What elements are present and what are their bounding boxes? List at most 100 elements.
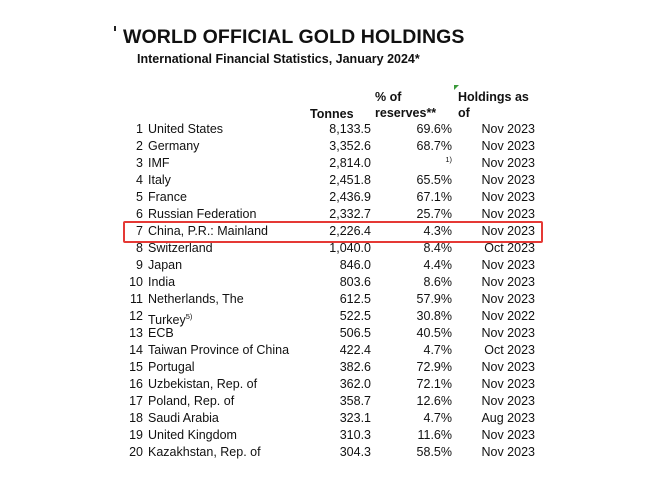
row-date: Nov 2023 bbox=[481, 377, 535, 391]
row-country: Switzerland bbox=[148, 241, 213, 255]
comment-flag-icon bbox=[454, 85, 459, 90]
table-row: 20 Kazakhstan, Rep. of 304.3 58.5% Nov 2023 bbox=[0, 444, 657, 461]
row-tonnes: 2,451.8 bbox=[329, 173, 371, 187]
row-tonnes: 803.6 bbox=[339, 275, 371, 289]
row-tonnes: 422.4 bbox=[339, 343, 371, 357]
row-date: Nov 2023 bbox=[481, 275, 535, 289]
row-country: Poland, Rep. of bbox=[148, 394, 235, 408]
row-rank: 17 bbox=[129, 394, 143, 408]
row-country: United Kingdom bbox=[148, 428, 237, 442]
row-tonnes: 8,133.5 bbox=[329, 122, 371, 136]
table-row: 4 Italy 2,451.8 65.5% Nov 2023 bbox=[0, 172, 657, 189]
header-reserves-line2: reserves** bbox=[375, 106, 437, 120]
header-tonnes: Tonnes bbox=[310, 107, 354, 121]
row-date: Nov 2023 bbox=[481, 360, 535, 374]
table-row: 19 United Kingdom 310.3 11.6% Nov 2023 bbox=[0, 427, 657, 444]
header-holdings-line1: Holdings as bbox=[458, 90, 529, 104]
row-tonnes: 846.0 bbox=[339, 258, 371, 272]
row-country: IMF bbox=[148, 156, 170, 170]
row-reserves: 1) bbox=[445, 155, 452, 164]
row-tonnes: 2,436.9 bbox=[329, 190, 371, 204]
row-rank: 6 bbox=[136, 207, 143, 221]
table-row: 13 ECB 506.5 40.5% Nov 2023 bbox=[0, 325, 657, 342]
table-row: 6 Russian Federation 2,332.7 25.7% Nov 2023 bbox=[0, 206, 657, 223]
row-tonnes: 612.5 bbox=[339, 292, 371, 306]
row-reserves: 4.4% bbox=[423, 258, 453, 272]
header-reserves-line1: % of bbox=[375, 90, 402, 104]
row-country: France bbox=[148, 190, 187, 204]
row-country: India bbox=[148, 275, 176, 289]
row-rank: 19 bbox=[129, 428, 143, 442]
row-rank: 11 bbox=[130, 292, 143, 306]
row-tonnes: 362.0 bbox=[339, 377, 371, 391]
footnote-marker: 5) bbox=[185, 312, 193, 321]
table-row: 14 Taiwan Province of China 422.4 4.7% Oct 2… bbox=[0, 342, 657, 359]
row-date: Nov 2023 bbox=[481, 173, 535, 187]
row-date: Nov 2023 bbox=[481, 394, 535, 408]
row-tonnes: 323.1 bbox=[339, 411, 371, 425]
row-date: Nov 2023 bbox=[481, 122, 535, 136]
corner-tick-mark bbox=[114, 26, 116, 31]
row-tonnes: 2,814.0 bbox=[329, 156, 371, 170]
table-row: 7 China, P.R.: Mainland 2,226.4 4.3% Nov 202… bbox=[0, 223, 657, 240]
row-rank: 9 bbox=[136, 258, 143, 272]
row-date: Oct 2023 bbox=[484, 241, 535, 255]
table-row: 17 Poland, Rep. of 358.7 12.6% Nov 2023 bbox=[0, 393, 657, 410]
row-rank: 10 bbox=[129, 275, 143, 289]
row-reserves: 67.1% bbox=[416, 190, 452, 204]
row-reserves: 12.6% bbox=[416, 394, 452, 408]
row-country: United States bbox=[148, 122, 224, 136]
row-rank: 3 bbox=[136, 156, 143, 170]
row-rank: 15 bbox=[129, 360, 143, 374]
table-row: 11 Netherlands, The 612.5 57.9% Nov 2023 bbox=[0, 291, 657, 308]
table-row: 5 France 2,436.9 67.1% Nov 2023 bbox=[0, 189, 657, 206]
row-reserves: 57.9% bbox=[416, 292, 452, 306]
row-date: Nov 2023 bbox=[481, 190, 535, 204]
row-country: Turkey5) bbox=[148, 312, 193, 328]
row-reserves: 8.6% bbox=[423, 275, 453, 289]
row-reserves: 40.5% bbox=[416, 326, 452, 340]
row-rank: 14 bbox=[129, 343, 143, 357]
row-reserves: 30.8% bbox=[416, 309, 452, 323]
row-rank: 16 bbox=[129, 377, 143, 391]
row-tonnes: 1,040.0 bbox=[329, 241, 371, 255]
row-rank: 12 bbox=[129, 309, 143, 323]
row-country: Saudi Arabia bbox=[148, 411, 219, 425]
table-row: 10 India 803.6 8.6% Nov 2023 bbox=[0, 274, 657, 291]
row-reserves: 4.7% bbox=[423, 343, 453, 357]
row-reserves: 58.5% bbox=[416, 445, 452, 459]
row-date: Nov 2023 bbox=[481, 428, 535, 442]
row-rank: 18 bbox=[129, 411, 143, 425]
table-row: 12 Turkey5) 522.5 30.8% Nov 2022 bbox=[0, 308, 657, 327]
row-rank: 13 bbox=[129, 326, 143, 340]
row-date: Nov 2023 bbox=[481, 139, 535, 153]
row-reserves: 4.7% bbox=[423, 411, 453, 425]
row-date: Nov 2023 bbox=[481, 292, 535, 306]
row-reserves: 65.5% bbox=[416, 173, 452, 187]
row-country: Japan bbox=[148, 258, 183, 272]
row-rank: 7 bbox=[136, 224, 143, 238]
row-date: Nov 2023 bbox=[481, 207, 535, 221]
table-row: 1 United States 8,133.5 69.6% Nov 2023 bbox=[0, 121, 657, 138]
row-country: ECB bbox=[148, 326, 174, 340]
row-date: Nov 2023 bbox=[481, 156, 535, 170]
row-tonnes: 2,226.4 bbox=[329, 224, 371, 238]
row-date: Aug 2023 bbox=[481, 411, 535, 425]
row-date: Nov 2023 bbox=[481, 224, 535, 238]
row-date: Nov 2023 bbox=[481, 258, 535, 272]
header-holdings-line2: of bbox=[458, 106, 470, 120]
row-rank: 20 bbox=[129, 445, 143, 459]
table-row: 2 Germany 3,352.6 68.7% Nov 2023 bbox=[0, 138, 657, 155]
row-reserves: 69.6% bbox=[416, 122, 452, 136]
row-reserves: 25.7% bbox=[416, 207, 452, 221]
row-tonnes: 2,332.7 bbox=[329, 207, 371, 221]
row-tonnes: 506.5 bbox=[339, 326, 371, 340]
row-country: China, P.R.: Mainland bbox=[148, 224, 268, 238]
page-subtitle: International Financial Statistics, Janu… bbox=[137, 52, 420, 66]
row-country: Italy bbox=[148, 173, 171, 187]
highlight-box bbox=[123, 221, 543, 243]
row-reserves: 11.6% bbox=[417, 428, 452, 442]
row-reserves: 72.1% bbox=[416, 377, 452, 391]
row-country: Netherlands, The bbox=[148, 292, 244, 306]
row-reserves: 4.3% bbox=[423, 224, 453, 238]
